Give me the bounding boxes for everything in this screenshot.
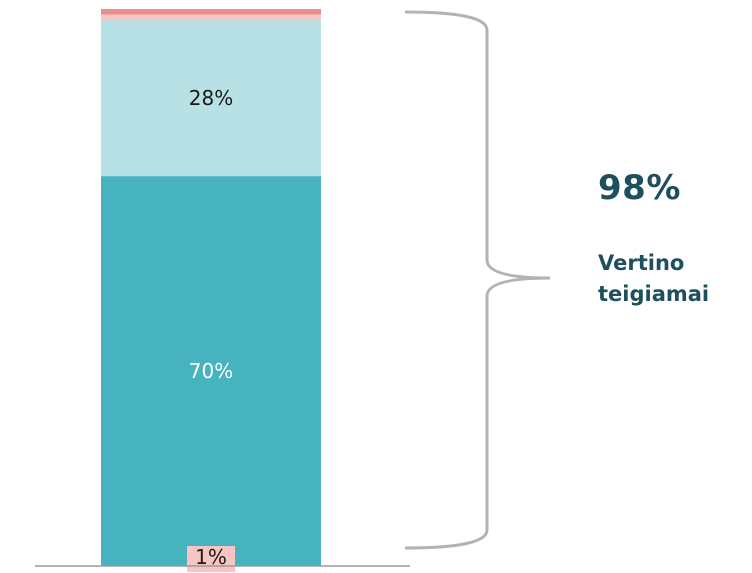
data-label-2: 1% <box>195 545 227 569</box>
label-group: 70% 28% 1% <box>187 86 235 572</box>
summary-description: Vertino teigiamai <box>598 251 710 306</box>
data-label-background-2 <box>187 546 235 572</box>
bar-segment-2 <box>101 14 321 21</box>
data-label-0: 70% <box>189 359 233 383</box>
data-label-1: 28% <box>189 86 233 110</box>
curly-brace-bracket <box>404 10 551 550</box>
bar-group <box>101 9 321 566</box>
bar-segment-3 <box>101 9 321 15</box>
summary-percentage: 98% <box>598 168 681 208</box>
bar-segment-1 <box>101 20 321 177</box>
bar-segment-0 <box>101 176 321 566</box>
